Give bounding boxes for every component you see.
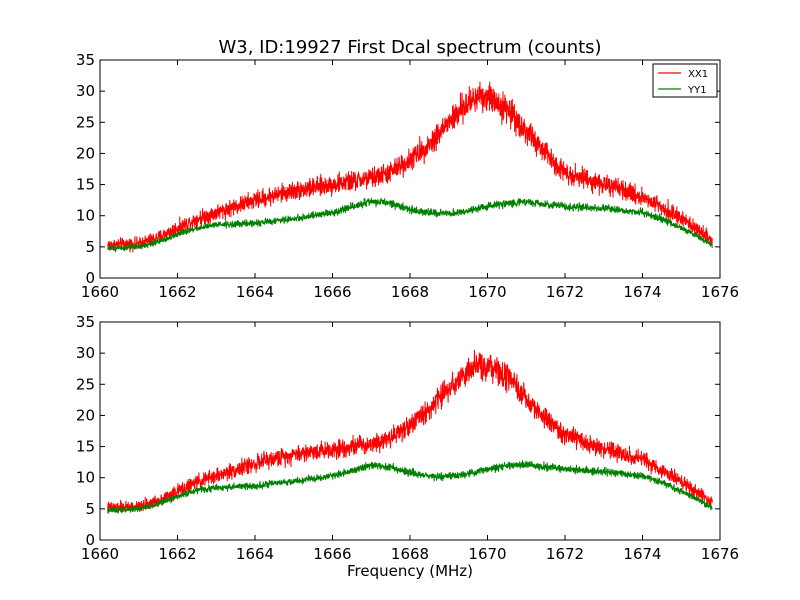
legend-box <box>652 63 718 98</box>
x-tick-label: 1668 <box>391 545 429 563</box>
x-tick-label: 1674 <box>623 283 661 301</box>
y-tick-label: 15 <box>76 176 95 194</box>
plot-area <box>107 349 713 514</box>
x-tick-label: 1660 <box>81 283 119 301</box>
y-tick-label: 20 <box>76 406 95 424</box>
figure-title: W3, ID:19927 First Dcal spectrum (counts… <box>218 37 601 58</box>
y-tick-label: 25 <box>76 375 95 393</box>
x-axis-label: Frequency (MHz) <box>347 562 473 580</box>
y-tick-label: 0 <box>85 531 95 549</box>
y-tick-label: 30 <box>76 344 95 362</box>
x-tick-label: 1666 <box>313 283 351 301</box>
x-tick-label: 1664 <box>236 283 274 301</box>
x-tick-label: 1670 <box>468 283 506 301</box>
series-line-yy1 <box>107 197 713 252</box>
y-tick-label: 15 <box>76 438 95 456</box>
x-tick-label: 1676 <box>701 545 739 563</box>
x-tick-label: 1676 <box>701 283 739 301</box>
x-tick-label: 1666 <box>313 545 351 563</box>
y-tick-label: 0 <box>85 269 95 287</box>
series-line-xx1 <box>107 81 713 253</box>
y-tick-label: 35 <box>76 51 95 69</box>
y-tick-label: 5 <box>85 238 95 256</box>
legend-label-yy1: YY1 <box>687 85 707 96</box>
x-tick-label: 1662 <box>158 283 196 301</box>
plot-area <box>107 81 713 253</box>
x-tick-label: 1672 <box>546 283 584 301</box>
x-tick-label: 1664 <box>236 545 274 563</box>
y-tick-label: 35 <box>76 313 95 331</box>
x-tick-label: 1668 <box>391 283 429 301</box>
y-tick-label: 20 <box>76 144 95 162</box>
y-tick-label: 25 <box>76 113 95 131</box>
x-tick-label: 1674 <box>623 545 661 563</box>
x-tick-label: 1660 <box>81 545 119 563</box>
x-tick-label: 1670 <box>468 545 506 563</box>
series-line-red <box>107 349 713 513</box>
x-tick-label: 1662 <box>158 545 196 563</box>
legend-label-xx1: XX1 <box>688 69 708 80</box>
y-tick-label: 30 <box>76 82 95 100</box>
y-tick-label: 10 <box>76 207 95 225</box>
y-tick-label: 5 <box>85 500 95 518</box>
series-line-green <box>107 460 713 514</box>
y-tick-label: 10 <box>76 469 95 487</box>
x-tick-label: 1672 <box>546 545 584 563</box>
top-panel: 1660 1662 1664 1666 1668 1670 1672 1674 1676 0 5 10… <box>76 51 739 301</box>
bottom-panel: 1660 1662 1664 1666 1668 1670 1672 1674 1676 0 5 10… <box>76 313 739 563</box>
